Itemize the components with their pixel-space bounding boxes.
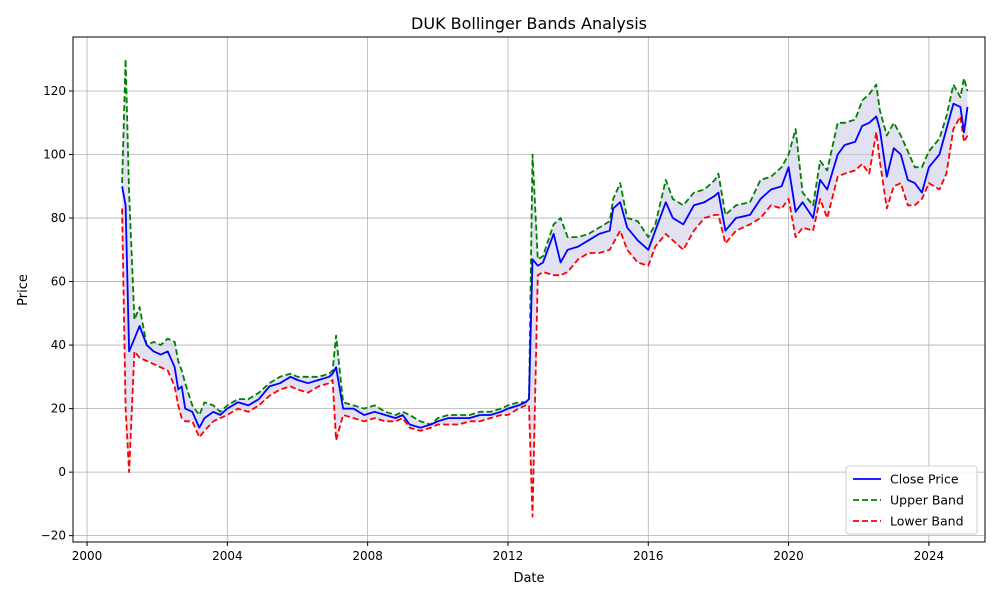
x-tick-label: 2000: [72, 549, 103, 563]
y-tick-label: 120: [43, 84, 66, 98]
y-tick-label: −20: [41, 529, 66, 543]
x-tick-label: 2004: [212, 549, 243, 563]
series-lines: [121, 58, 969, 518]
plot-frame: [72, 36, 986, 543]
x-tick-label: 2016: [633, 549, 664, 563]
x-tick-label: 2020: [773, 549, 804, 563]
x-tick-label: 2008: [352, 549, 383, 563]
legend-label: Upper Band: [890, 493, 964, 508]
series-line-lower-band: [121, 115, 969, 518]
y-tick-label: 100: [43, 148, 66, 162]
legend: Close Price Upper Band Lower Band: [845, 465, 978, 535]
series-line-close-price: [121, 102, 969, 429]
y-tick-label: 40: [51, 338, 66, 352]
x-axis-label: Date: [513, 571, 544, 586]
y-tick-label: 20: [51, 402, 66, 416]
y-tick-label: 0: [58, 465, 66, 479]
chart-title: DUK Bollinger Bands Analysis: [411, 14, 647, 33]
y-axis-ticks: −20 0 20 40 60 80 100 120: [41, 84, 73, 543]
y-tick-label: 60: [51, 275, 66, 289]
legend-box: [845, 465, 978, 535]
x-tick-label: 2012: [493, 549, 524, 563]
legend-label: Lower Band: [890, 514, 964, 529]
x-tick-label: 2024: [914, 549, 945, 563]
y-axis-label: Price: [16, 274, 31, 306]
x-axis-ticks: 2000 2004 2008 2012 2016 2020 2024: [72, 542, 944, 563]
y-tick-label: 80: [51, 211, 66, 225]
legend-label: Close Price: [890, 472, 959, 487]
series-line-upper-band: [121, 58, 969, 426]
